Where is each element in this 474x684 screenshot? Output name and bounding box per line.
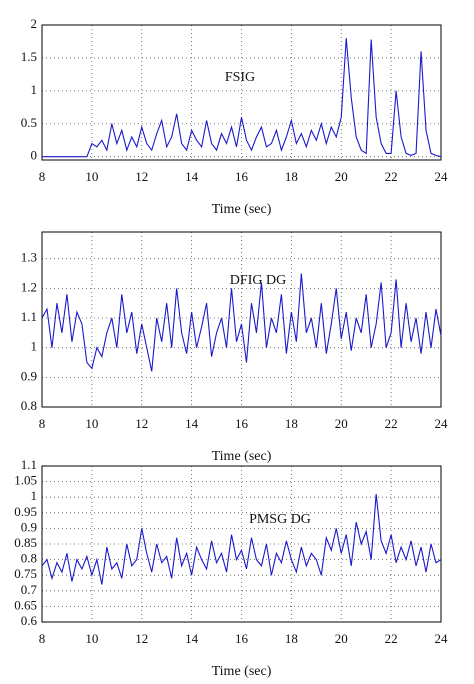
x-tick-label: 12 — [135, 169, 148, 184]
x-tick-label: 16 — [235, 631, 249, 646]
y-tick-label: 0.95 — [14, 504, 37, 519]
y-tick-label: 1 — [31, 488, 38, 503]
x-tick-label: 8 — [39, 631, 46, 646]
x-tick-label: 14 — [185, 631, 199, 646]
y-tick-label: 0.8 — [21, 551, 37, 566]
x-tick-label: 22 — [385, 169, 398, 184]
x-tick-label: 20 — [335, 169, 348, 184]
x-tick-label: 12 — [135, 416, 148, 431]
x-tick-label: 10 — [85, 416, 98, 431]
x-tick-label: 24 — [435, 631, 449, 646]
y-tick-label: 0.9 — [21, 519, 37, 534]
x-axis-label: Time (sec) — [212, 202, 272, 217]
y-tick-label: 1.3 — [21, 250, 37, 265]
x-tick-label: 10 — [85, 631, 98, 646]
x-tick-label: 22 — [385, 631, 398, 646]
data-line — [41, 273, 442, 372]
x-tick-label: 12 — [135, 631, 148, 646]
y-tick-label: 0.8 — [21, 398, 37, 413]
data-line — [42, 38, 442, 158]
y-tick-label: 0.75 — [14, 566, 37, 581]
x-tick-label: 18 — [285, 631, 298, 646]
x-tick-label: 20 — [335, 631, 348, 646]
x-tick-label: 14 — [185, 416, 199, 431]
x-tick-label: 16 — [235, 416, 249, 431]
x-tick-label: 10 — [85, 169, 98, 184]
y-tick-label: 1.05 — [14, 473, 37, 488]
y-tick-label: 1.2 — [21, 279, 37, 294]
y-tick-label: 1 — [31, 82, 38, 97]
y-tick-label: 0.9 — [21, 368, 37, 383]
x-tick-label: 18 — [285, 416, 298, 431]
y-tick-label: 0.5 — [21, 115, 37, 130]
x-tick-label: 24 — [435, 416, 449, 431]
plot-frame — [41, 24, 442, 161]
y-tick-label: 0.6 — [21, 613, 38, 628]
x-tick-label: 16 — [235, 169, 249, 184]
y-tick-label: 1.5 — [21, 49, 37, 64]
x-tick-label: 8 — [39, 169, 46, 184]
x-axis-label: Time (sec) — [212, 449, 272, 464]
annotation: DFIG DG — [230, 273, 286, 288]
x-axis-label: Time (sec) — [212, 664, 272, 679]
annotation: FSIG — [225, 70, 255, 85]
y-tick-label: 0 — [31, 148, 38, 163]
x-tick-label: 20 — [335, 416, 348, 431]
annotation: PMSG DG — [249, 512, 311, 527]
y-tick-label: 0.85 — [14, 535, 37, 550]
x-tick-label: 14 — [185, 169, 199, 184]
y-tick-label: 0.7 — [21, 582, 38, 597]
plot-frame — [41, 465, 442, 623]
y-tick-label: 2 — [31, 16, 38, 31]
y-tick-label: 1 — [31, 339, 38, 354]
y-tick-label: 1.1 — [21, 309, 37, 324]
x-tick-label: 8 — [39, 416, 46, 431]
plot-frame — [41, 231, 442, 408]
x-tick-label: 18 — [285, 169, 298, 184]
x-tick-label: 24 — [435, 169, 449, 184]
y-tick-label: 1.1 — [21, 457, 37, 472]
x-tick-label: 22 — [385, 416, 398, 431]
data-line — [41, 494, 442, 585]
y-tick-label: 0.65 — [14, 597, 37, 612]
